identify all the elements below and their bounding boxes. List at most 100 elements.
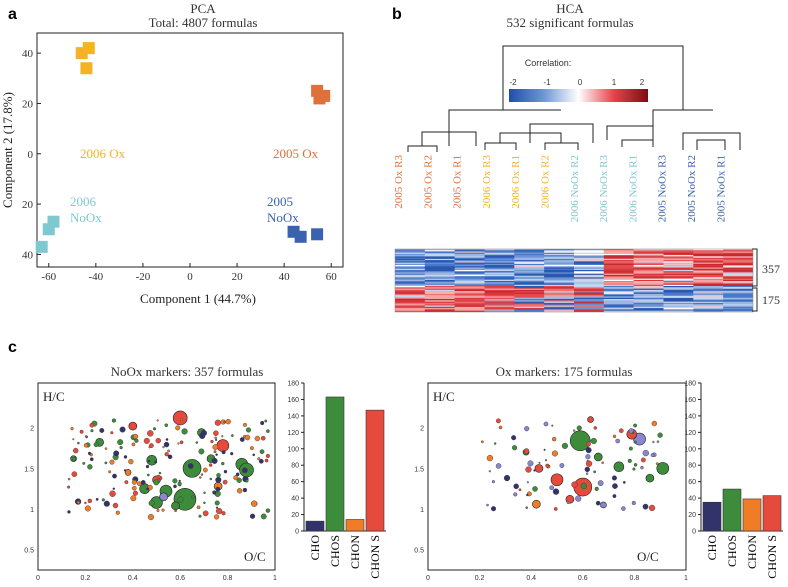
vk-point [131, 442, 136, 447]
heatmap-cell [603, 283, 635, 286]
vk-point [551, 450, 558, 457]
heatmap-cell [484, 299, 515, 301]
cluster-label-357: 357 [762, 262, 780, 276]
heatmap-cell [723, 287, 753, 289]
heatmap-cell [633, 268, 664, 271]
heatmap-cell [693, 306, 724, 309]
heatmap-cell [454, 292, 485, 295]
heatmap-cell [395, 279, 426, 282]
heatmap-cell [633, 292, 664, 295]
heatmap-cell [693, 277, 724, 279]
vk-point [264, 419, 268, 423]
ox-vk-xlabel: O/C [637, 549, 659, 564]
vk-point [245, 427, 252, 433]
heatmap-cell [454, 296, 485, 299]
heatmap-cell [723, 274, 753, 277]
dendro-noox-top [652, 109, 713, 140]
heatmap-cell [663, 292, 694, 295]
vk-point [532, 486, 538, 492]
pca-point [311, 228, 324, 241]
hca-sample-label: 2006 NoOx R2 [569, 155, 581, 222]
vk-point [173, 484, 177, 489]
heatmap-cell [514, 286, 545, 288]
heatmap-cell [663, 291, 694, 293]
heatmap-cell [603, 257, 635, 260]
heatmap-cell [663, 300, 694, 302]
heatmap-cell [574, 271, 605, 273]
vk-point [231, 434, 234, 437]
heatmap-cell [395, 283, 426, 286]
heatmap-cell [514, 274, 545, 277]
vk-point [149, 443, 154, 448]
vk-point [490, 506, 497, 512]
vk-point [117, 439, 124, 446]
heatmap-cell [544, 295, 575, 297]
heatmap-cell [603, 292, 635, 295]
heatmap-cell [484, 266, 515, 268]
noox-vk-points [67, 410, 271, 521]
heatmap-cell [574, 268, 605, 271]
vk-point [158, 471, 162, 475]
heatmap-cell [424, 302, 456, 305]
pca-point [82, 42, 95, 55]
vk-point [615, 438, 620, 444]
vk-point [140, 480, 146, 485]
heatmap-cell [454, 293, 485, 296]
bar-category-label: CHON S [368, 535, 382, 579]
vk-point [164, 423, 169, 427]
heatmap-cell [574, 252, 605, 255]
heatmap-cell [395, 287, 426, 289]
vk-point [657, 432, 663, 438]
heatmap-cell [633, 256, 664, 259]
heatmap-cell [663, 281, 694, 283]
noox-vk-frame [37, 382, 276, 571]
vk-point [259, 449, 265, 454]
vk-point [252, 453, 255, 457]
heatmap-cell [424, 296, 456, 299]
heatmap-cell [663, 253, 694, 256]
heatmap-cell [574, 249, 605, 251]
pca-chart: PCA Total: 4807 formulas -60 -40 -20 0 20 40 6… [0, 1, 344, 306]
heatmap-cell [484, 261, 515, 263]
heatmap-cell [454, 265, 485, 267]
heatmap-cell [723, 277, 753, 279]
bar [722, 488, 742, 532]
heatmap-cell [424, 253, 456, 256]
heatmap-cell [574, 288, 605, 291]
vk-point [566, 501, 570, 504]
heatmap-cell [424, 308, 456, 310]
heatmap-cell [663, 305, 694, 308]
heatmap-cell [514, 256, 545, 259]
heatmap-cell [424, 293, 456, 296]
vk-point [93, 442, 99, 448]
vk-point [124, 480, 129, 485]
heatmap-cell [663, 272, 694, 275]
dendro-2005ox-r3r2 [407, 145, 438, 152]
corr-legend-ticks: -2 -1 0 1 2 [509, 78, 644, 87]
hca-sample-label: 2006 NoOx R1 [627, 155, 639, 222]
heatmap-cell [395, 263, 426, 266]
heatmap-cell [723, 272, 753, 275]
vk-point [172, 478, 178, 484]
heatmap-cell [633, 306, 664, 309]
heatmap-cell [544, 287, 575, 289]
vk-ytick-label: 1.5 [414, 466, 424, 473]
heatmap-cell [424, 266, 456, 268]
heatmap-cell [544, 304, 575, 306]
heatmap-cell [544, 308, 575, 310]
heatmap-cell [484, 281, 515, 283]
vk-point [633, 423, 637, 428]
vk-point [651, 420, 658, 427]
vk-point [550, 473, 564, 487]
heatmap-cell [514, 266, 545, 268]
heatmap-cell [603, 278, 635, 281]
heatmap-cell [723, 284, 753, 287]
heatmap-cell [603, 265, 635, 267]
heatmap-cell [603, 271, 635, 273]
vk-point [511, 435, 517, 441]
vk-point [576, 425, 582, 431]
vk-point [215, 438, 218, 441]
heatmap-cell [663, 289, 694, 292]
heatmap-cell [514, 289, 545, 292]
ox-vk-ylabel: H/C [433, 389, 455, 404]
